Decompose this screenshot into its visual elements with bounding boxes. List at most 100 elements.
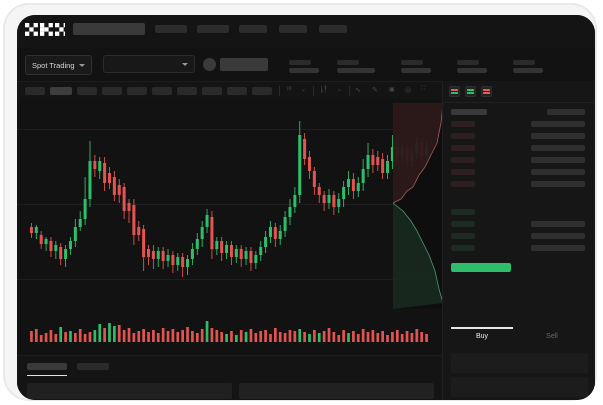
chart-type-icon[interactable]: ╽╿ bbox=[320, 87, 328, 93]
stat-label bbox=[457, 60, 479, 65]
timeframe-1[interactable] bbox=[25, 87, 45, 95]
footer-card-2[interactable] bbox=[239, 383, 434, 399]
orderbook-bid-amount bbox=[531, 233, 585, 239]
device-bezel: Spot Trading bbox=[3, 3, 597, 401]
stat-label bbox=[337, 60, 359, 65]
toolbar-divider bbox=[349, 86, 350, 96]
stat-value bbox=[457, 68, 487, 73]
last-price bbox=[220, 58, 268, 71]
nav-item-4[interactable] bbox=[279, 25, 307, 33]
orderbook-ask-amount bbox=[531, 181, 585, 187]
orderbook-ask-amount bbox=[531, 157, 585, 163]
chart-canvas bbox=[17, 121, 442, 342]
bids-only-icon[interactable] bbox=[465, 86, 476, 97]
chevron-down-icon bbox=[182, 62, 188, 66]
timeframe-8[interactable] bbox=[202, 87, 222, 95]
market-stat-3 bbox=[401, 60, 431, 73]
timeframe-6[interactable] bbox=[152, 87, 172, 95]
nav-item-3[interactable] bbox=[239, 25, 267, 33]
stat-value bbox=[513, 68, 543, 73]
app-header bbox=[17, 15, 595, 48]
footer-card-1[interactable] bbox=[27, 383, 232, 399]
orderbook-bid-amount bbox=[531, 245, 585, 251]
orderbook-bid-row[interactable] bbox=[451, 233, 475, 239]
footer-tab-2[interactable] bbox=[77, 363, 109, 370]
coin-avatar bbox=[203, 58, 216, 71]
market-stat-2 bbox=[337, 60, 375, 73]
stat-value bbox=[401, 68, 431, 73]
market-bar: Spot Trading bbox=[17, 48, 595, 81]
pair-select[interactable] bbox=[103, 55, 195, 73]
camera-icon[interactable]: ▣ bbox=[389, 87, 395, 93]
market-stat-5 bbox=[513, 60, 543, 73]
orderbook-bid-amount bbox=[531, 221, 585, 227]
orderbook-ask-row[interactable] bbox=[451, 121, 475, 127]
orderbook-ask-row[interactable] bbox=[451, 133, 475, 139]
depth-canvas bbox=[392, 102, 444, 309]
timeframe-4[interactable] bbox=[102, 87, 122, 95]
footer-tab-1[interactable] bbox=[27, 363, 67, 370]
toolbar-divider bbox=[313, 86, 314, 96]
stat-label bbox=[513, 60, 535, 65]
market-stat-4 bbox=[457, 60, 487, 73]
fullscreen-icon[interactable]: ⛶ bbox=[421, 86, 426, 92]
order-panel: Buy Sell bbox=[442, 81, 595, 400]
chevron-down-icon[interactable]: ⌄ bbox=[337, 87, 343, 93]
line-tool-icon[interactable]: ∿ bbox=[355, 87, 361, 94]
search-input[interactable] bbox=[73, 23, 145, 35]
orderbook-ask-amount bbox=[531, 145, 585, 151]
orderbook-bid-row[interactable] bbox=[451, 209, 475, 215]
orderbook-ask-amount bbox=[531, 133, 585, 139]
market-stat-1 bbox=[289, 60, 319, 73]
order-tab-active-underline bbox=[451, 327, 513, 329]
order-field-2[interactable] bbox=[451, 377, 588, 397]
chevron-down-icon[interactable]: ⌄ bbox=[301, 87, 307, 93]
pencil-icon[interactable]: ✎ bbox=[372, 87, 378, 94]
timeframe-3[interactable] bbox=[77, 87, 97, 95]
orderbook-col-header-amount bbox=[547, 109, 585, 115]
depth-chart-overlay bbox=[392, 102, 444, 309]
stat-value bbox=[289, 68, 319, 73]
orderbook-bid-row[interactable] bbox=[451, 221, 475, 227]
asks-only-icon[interactable] bbox=[481, 86, 492, 97]
orderbook-col-header-price bbox=[451, 109, 487, 115]
orderbook-ask-row[interactable] bbox=[451, 181, 475, 187]
candlestick-chart[interactable] bbox=[17, 99, 442, 355]
settings-icon[interactable]: ◎ bbox=[405, 87, 412, 94]
orderbook-ask-amount bbox=[531, 121, 585, 127]
both-icon[interactable] bbox=[449, 86, 460, 97]
timeframe-2[interactable] bbox=[50, 87, 72, 95]
orderbook-ask-row[interactable] bbox=[451, 157, 475, 163]
nav-item-2[interactable] bbox=[197, 25, 229, 33]
toolbar-divider bbox=[279, 86, 280, 96]
tab-buy[interactable]: Buy bbox=[475, 333, 489, 340]
trading-mode-dropdown[interactable]: Spot Trading bbox=[25, 55, 92, 75]
orderbook-bid-row[interactable] bbox=[451, 245, 475, 251]
tab-sell[interactable]: Sell bbox=[546, 333, 558, 340]
indicator-icon[interactable]: ılı bbox=[287, 86, 292, 92]
orderbook-ask-row[interactable] bbox=[451, 169, 475, 175]
orderbook-ask-amount bbox=[531, 169, 585, 175]
order-field-1[interactable] bbox=[451, 353, 588, 373]
nav-item-1[interactable] bbox=[155, 25, 187, 33]
orderbook-view-modes bbox=[449, 86, 492, 97]
orderbook-ask-row[interactable] bbox=[451, 145, 475, 151]
stat-label bbox=[401, 60, 423, 65]
app-screen: Spot Trading bbox=[17, 15, 595, 400]
chart-footer-tabs bbox=[17, 355, 442, 400]
stat-value bbox=[337, 68, 375, 73]
timeframe-10[interactable] bbox=[252, 87, 272, 95]
trading-mode-label: Spot Trading bbox=[32, 60, 75, 70]
orderbook-divider bbox=[443, 102, 595, 103]
timeframe-5[interactable] bbox=[127, 87, 147, 95]
footer-tab-active-underline bbox=[27, 375, 67, 376]
timeframe-9[interactable] bbox=[227, 87, 247, 95]
nav-item-5[interactable] bbox=[319, 25, 347, 33]
stat-label bbox=[289, 60, 311, 65]
timeframe-7[interactable] bbox=[177, 87, 197, 95]
orderbook-last-price bbox=[451, 263, 511, 272]
order-form-tabs: Buy Sell bbox=[443, 327, 595, 349]
chevron-down-icon bbox=[78, 63, 85, 67]
okx-logo-icon[interactable] bbox=[25, 23, 65, 36]
